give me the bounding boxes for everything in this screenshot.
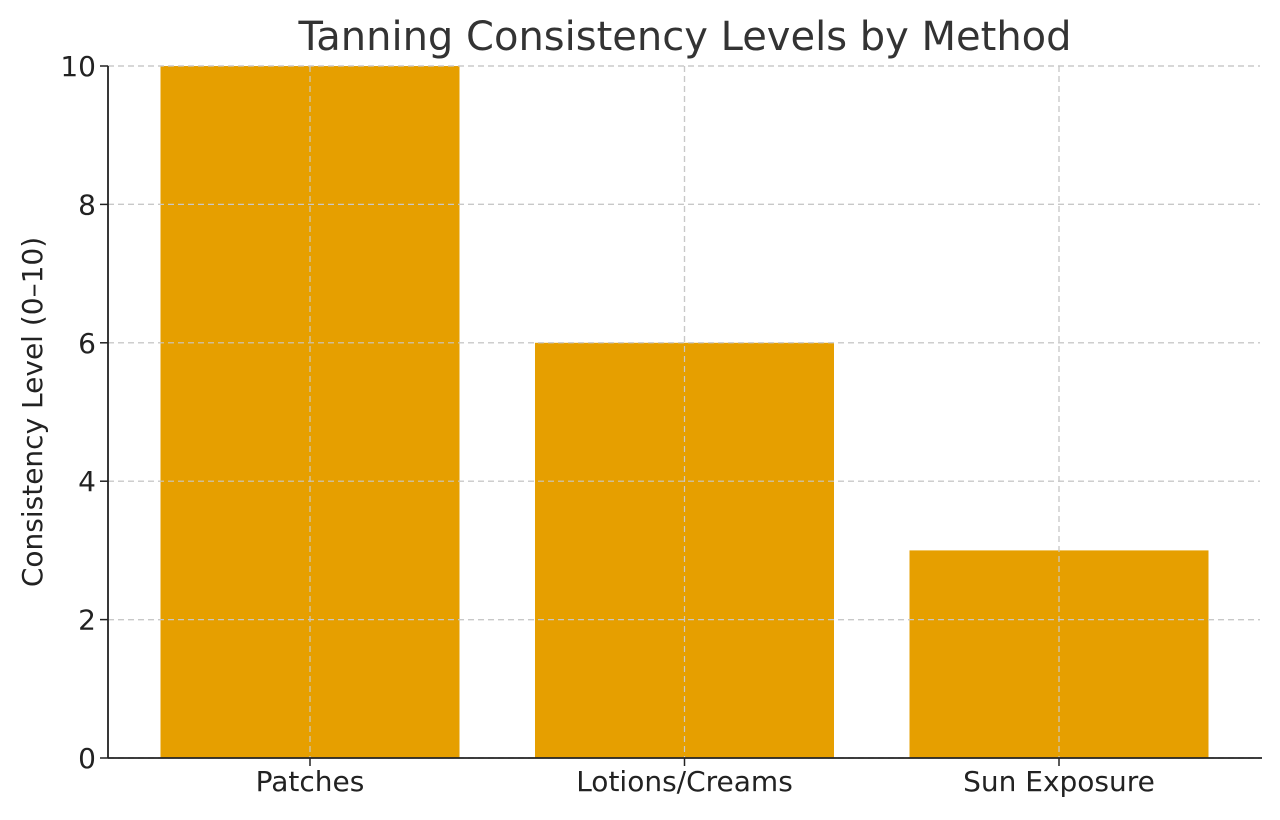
x-tick-label: Patches: [256, 765, 365, 798]
y-tick-label: 8: [78, 188, 96, 221]
y-axis-label: Consistency Level (0–10): [16, 237, 49, 587]
bar-sun-exposure: [909, 550, 1209, 758]
axes: [100, 65, 1262, 766]
chart-title: Tanning Consistency Levels by Method: [297, 14, 1071, 60]
y-tick-label: 0: [78, 742, 96, 775]
x-tick-label: Sun Exposure: [963, 765, 1155, 798]
x-tick-label: Lotions/Creams: [576, 765, 793, 798]
bars: [108, 65, 1260, 759]
y-tick-label: 4: [78, 465, 96, 498]
y-tick-label: 6: [78, 327, 96, 360]
y-tick-label: 10: [60, 50, 96, 83]
y-tick-label: 2: [78, 604, 96, 637]
tick-labels: 0 2 4 6 8 10 Patches Lotions/Creams Sun Exposure: [60, 50, 1155, 798]
